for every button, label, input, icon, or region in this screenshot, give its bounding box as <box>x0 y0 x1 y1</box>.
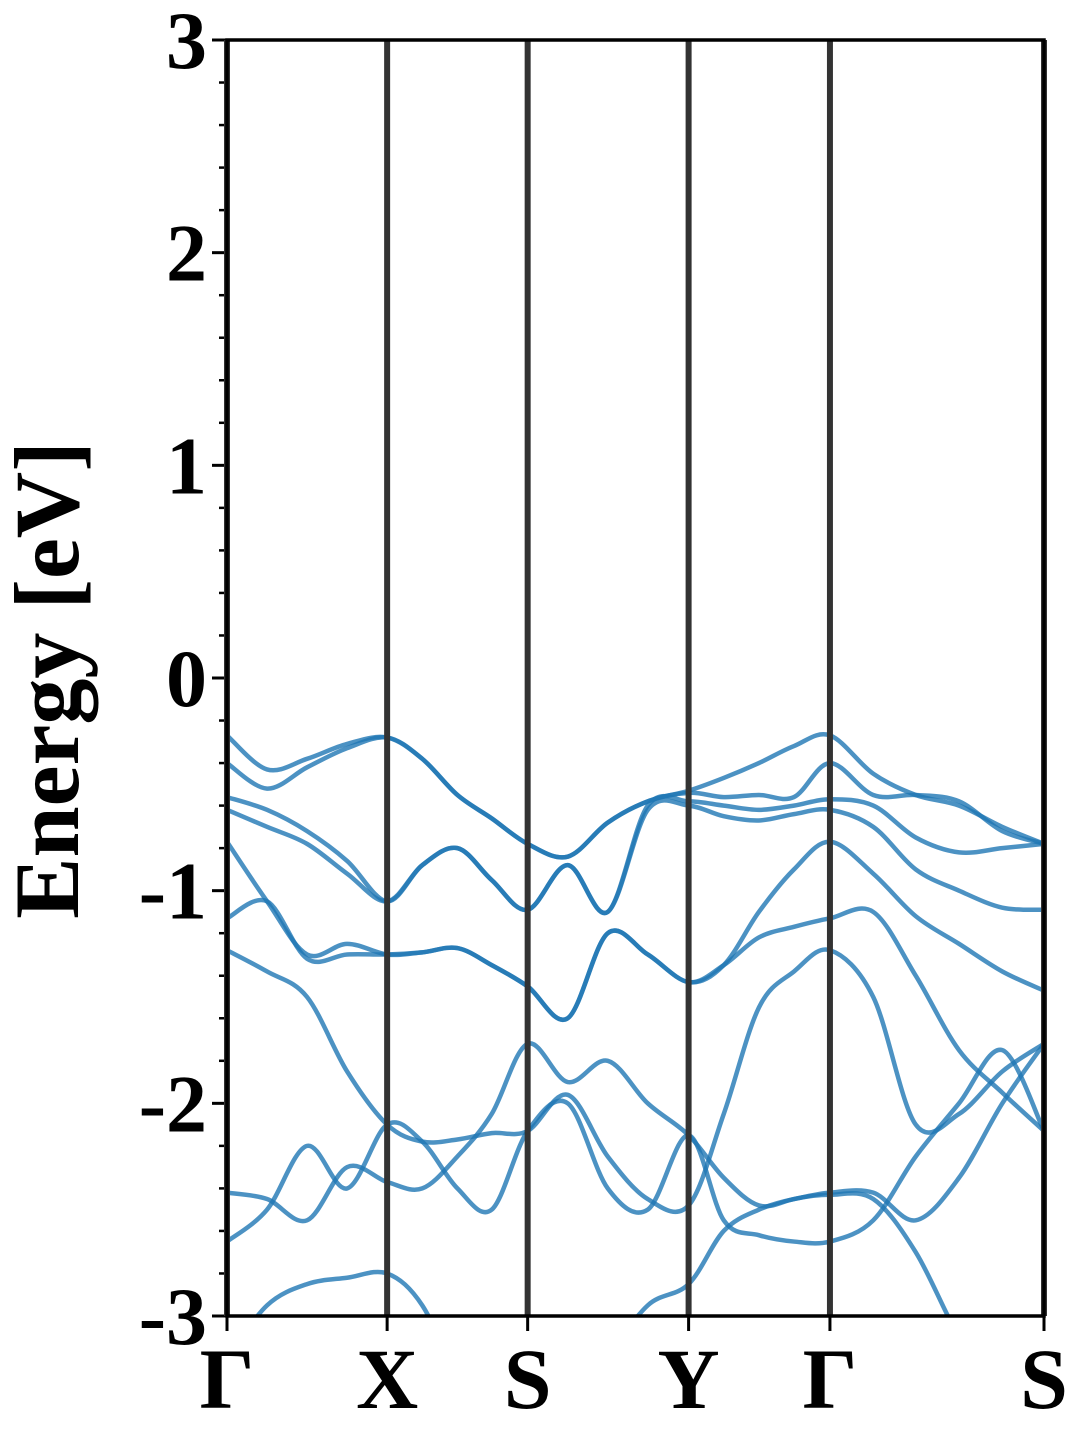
y-tick-label: -3 <box>139 1271 207 1362</box>
y-axis-label: Energy [eV] <box>0 441 98 919</box>
x-tick-label: Γ <box>803 1331 858 1427</box>
band-line <box>227 735 1044 860</box>
band-line <box>227 793 1044 916</box>
band-line <box>227 1047 1044 1246</box>
y-tick-label: -2 <box>139 1058 207 1149</box>
x-tick-label: S <box>1020 1331 1068 1427</box>
band-line <box>254 1191 951 1316</box>
band-line <box>227 798 1044 916</box>
y-tick-label: -1 <box>139 846 207 937</box>
x-tick-label: S <box>504 1331 552 1427</box>
band-line <box>227 947 1044 1215</box>
y-tick-label: 2 <box>166 208 207 299</box>
axes-frame <box>225 38 1046 1318</box>
x-tick-label: Y <box>658 1331 720 1427</box>
band-line <box>227 1041 1044 1224</box>
x-tick-label: Γ <box>200 1331 255 1427</box>
y-tick-label: 1 <box>166 420 207 511</box>
band-line <box>227 897 1044 1133</box>
y-tick-label: 0 <box>166 633 207 724</box>
y-tick-label: 3 <box>166 0 207 86</box>
x-tick-label: X <box>356 1331 418 1427</box>
band-line <box>227 839 1044 1023</box>
plot-area <box>227 732 1044 1316</box>
